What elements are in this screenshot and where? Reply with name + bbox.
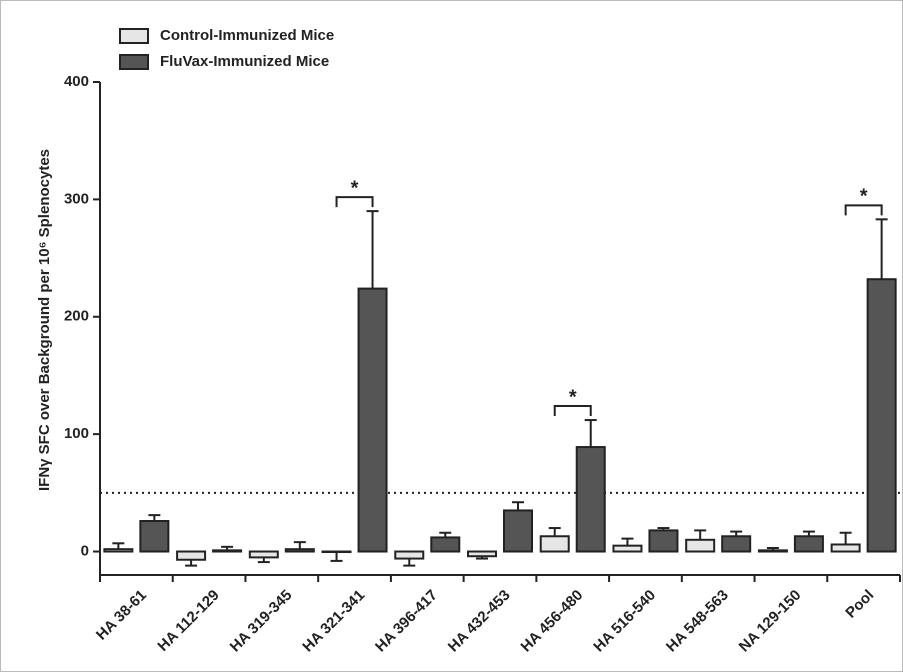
significance-label: * xyxy=(351,177,359,199)
bar xyxy=(103,548,134,553)
y-tick-label: 300 xyxy=(64,190,89,207)
legend-label: FluVax-Immunized Mice xyxy=(160,53,329,70)
bar xyxy=(721,535,752,553)
significance-bracket xyxy=(335,196,374,208)
bar xyxy=(539,535,570,553)
y-tick-label: 100 xyxy=(64,425,89,442)
significance-bracket xyxy=(844,204,883,216)
bar xyxy=(357,287,388,553)
legend-swatch xyxy=(119,54,149,70)
bar xyxy=(212,549,243,553)
legend-label: Control-Immunized Mice xyxy=(160,27,334,44)
bar xyxy=(139,520,170,553)
bar xyxy=(467,550,497,558)
bar xyxy=(757,549,788,553)
legend-swatch xyxy=(119,28,149,44)
bar xyxy=(612,544,643,553)
bar xyxy=(685,538,716,553)
bar xyxy=(793,535,824,553)
bar xyxy=(176,550,207,561)
significance-bracket xyxy=(553,405,592,417)
bar xyxy=(648,529,679,553)
bar xyxy=(830,543,861,553)
y-tick-label: 0 xyxy=(81,542,89,559)
bar xyxy=(866,278,897,553)
bar xyxy=(284,548,315,553)
bar xyxy=(430,536,461,553)
y-tick-label: 400 xyxy=(64,73,89,90)
bar xyxy=(394,550,425,560)
significance-label: * xyxy=(860,186,868,208)
bar xyxy=(248,550,279,559)
y-tick-label: 200 xyxy=(64,308,89,325)
significance-label: * xyxy=(569,386,577,408)
bar xyxy=(575,446,606,553)
bar xyxy=(503,509,533,553)
y-axis-label: IFNγ SFC over Background per 10⁶ Splenoc… xyxy=(36,149,53,491)
